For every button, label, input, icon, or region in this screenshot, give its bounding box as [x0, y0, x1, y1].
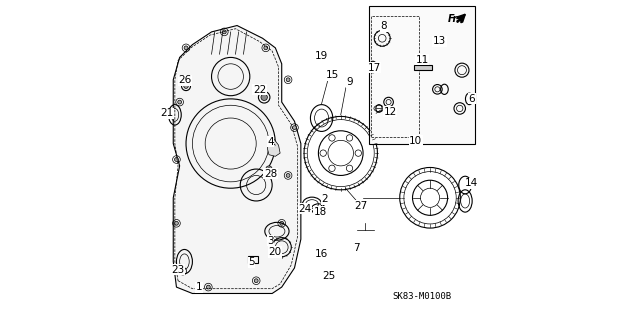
Circle shape — [264, 46, 268, 50]
Circle shape — [266, 166, 272, 172]
Polygon shape — [268, 139, 280, 156]
Text: 20: 20 — [268, 247, 281, 257]
Polygon shape — [173, 26, 301, 293]
Text: 2: 2 — [321, 194, 328, 204]
Text: 10: 10 — [409, 136, 422, 146]
Text: 9: 9 — [346, 77, 353, 87]
Text: 14: 14 — [465, 178, 478, 189]
Text: 6: 6 — [468, 94, 475, 104]
Text: 15: 15 — [326, 70, 339, 80]
Text: 1: 1 — [195, 282, 202, 292]
Bar — [369, 6, 475, 144]
Text: 23: 23 — [172, 264, 185, 275]
Text: 22: 22 — [253, 85, 266, 95]
Circle shape — [280, 221, 284, 225]
Circle shape — [175, 158, 179, 161]
Text: 8: 8 — [381, 21, 387, 32]
Text: 21: 21 — [160, 108, 173, 118]
Circle shape — [254, 279, 258, 283]
Text: 4: 4 — [268, 137, 274, 147]
Text: 26: 26 — [178, 75, 191, 85]
Circle shape — [175, 221, 179, 225]
Text: 3: 3 — [268, 236, 274, 246]
Text: 16: 16 — [315, 249, 328, 259]
Circle shape — [207, 285, 211, 289]
Text: Fr.: Fr. — [447, 14, 460, 24]
Circle shape — [181, 269, 185, 273]
Text: 11: 11 — [415, 55, 429, 65]
Bar — [414, 65, 431, 70]
Text: 13: 13 — [433, 36, 446, 47]
Circle shape — [178, 100, 182, 104]
Circle shape — [184, 46, 188, 50]
Circle shape — [286, 78, 290, 82]
Text: SK83-M0100B: SK83-M0100B — [392, 292, 452, 301]
Text: 24: 24 — [298, 204, 311, 214]
Circle shape — [222, 30, 226, 34]
Bar — [248, 256, 258, 263]
Text: 5: 5 — [248, 257, 255, 267]
Text: 27: 27 — [354, 201, 367, 211]
Bar — [371, 16, 419, 137]
Circle shape — [184, 84, 188, 88]
Text: 25: 25 — [323, 271, 335, 281]
Text: 19: 19 — [315, 51, 328, 61]
Text: 18: 18 — [314, 207, 326, 217]
Text: 12: 12 — [383, 107, 397, 117]
Circle shape — [261, 94, 268, 100]
Circle shape — [286, 174, 290, 177]
Text: 7: 7 — [353, 243, 360, 253]
Text: 28: 28 — [264, 169, 277, 179]
Circle shape — [292, 126, 296, 130]
Text: 17: 17 — [367, 63, 381, 73]
